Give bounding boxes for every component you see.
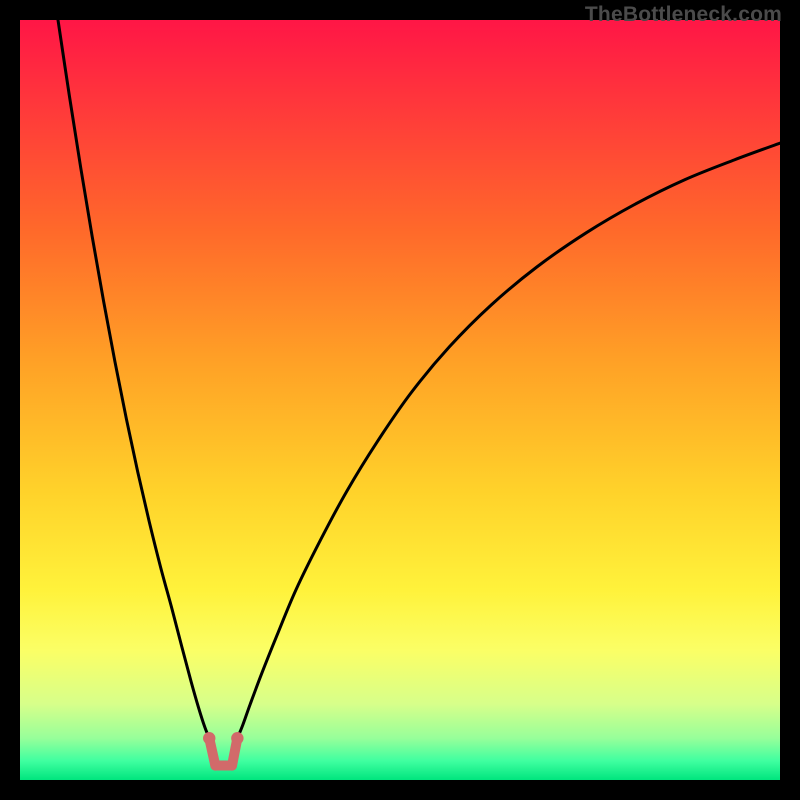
valley-u-marker: [203, 732, 244, 766]
curve-left: [58, 20, 209, 738]
chart-frame: TheBottleneck.com: [0, 0, 800, 800]
watermark-text: TheBottleneck.com: [585, 3, 782, 27]
curve-overlay-svg: [20, 20, 780, 780]
curve-right: [237, 143, 780, 738]
plot-area: [20, 20, 780, 780]
